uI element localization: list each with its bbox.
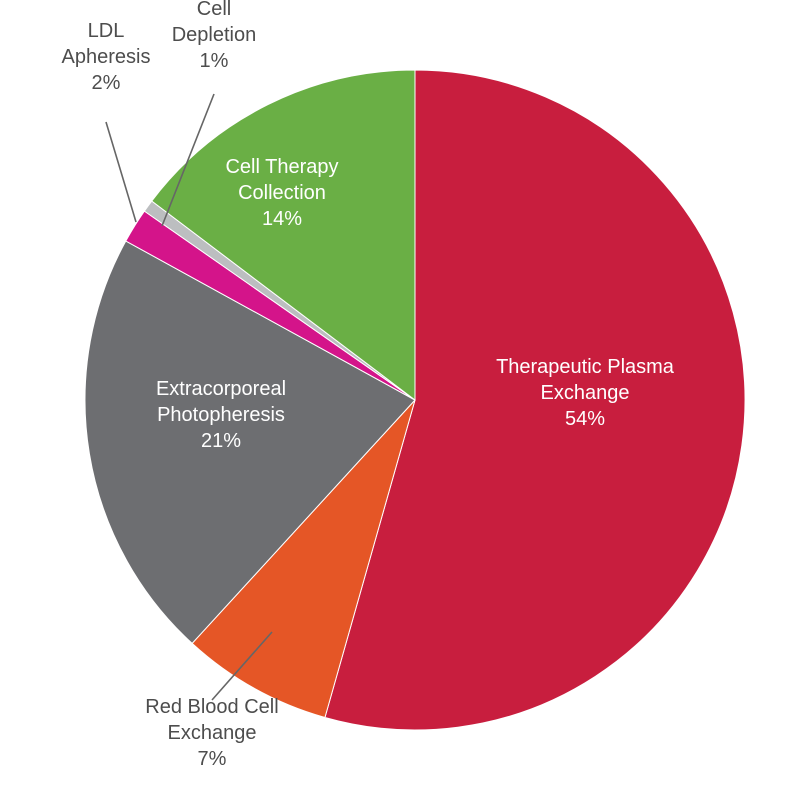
slice-label-0: Therapeutic Plasma Exchange 54% xyxy=(496,356,675,430)
slice-label-4: Cell Depletion 1% xyxy=(172,0,257,72)
slice-percent: 14% xyxy=(262,208,302,230)
pie-slices xyxy=(84,69,746,731)
pie-slice-5 xyxy=(151,69,416,402)
slice-percent: 21% xyxy=(201,430,241,452)
slice-name-line: LDL xyxy=(88,20,125,42)
slice-label-3: LDL Apheresis 2% xyxy=(62,20,151,94)
slice-percent: 1% xyxy=(200,50,229,72)
leader-lines xyxy=(105,93,273,701)
pie-slice-1 xyxy=(191,399,416,719)
slice-name-line: Red Blood Cell xyxy=(145,696,278,718)
slice-percent: 7% xyxy=(198,748,227,770)
slice-name-line: Collection xyxy=(238,182,326,204)
leader-line-1 xyxy=(211,631,273,701)
pie-slice-0 xyxy=(324,69,746,731)
pie-slice-2 xyxy=(84,240,416,645)
slice-name-line: Apheresis xyxy=(62,46,151,68)
slice-labels: Therapeutic Plasma Exchange 54% Red Blood C… xyxy=(62,0,675,770)
slice-name-line: Cell xyxy=(197,0,231,20)
slice-name-line: Depletion xyxy=(172,24,257,46)
slice-name-line: Exchange xyxy=(541,382,630,404)
slice-name-line: Therapeutic Plasma xyxy=(496,356,675,378)
slice-name-line: Photopheresis xyxy=(157,404,285,426)
leader-line-3 xyxy=(105,121,137,223)
slice-label-1: Red Blood Cell Exchange 7% xyxy=(145,696,278,770)
slice-label-5: Cell Therapy Collection 14% xyxy=(225,156,338,230)
slice-percent: 54% xyxy=(565,408,605,430)
slice-name-line: Extracorporeal xyxy=(156,378,286,400)
slice-label-2: Extracorporeal Photopheresis 21% xyxy=(156,378,286,452)
slice-percent: 2% xyxy=(92,72,121,94)
slice-name-line: Exchange xyxy=(168,722,257,744)
slice-name-line: Cell Therapy xyxy=(225,156,338,178)
leader-line-4 xyxy=(161,93,215,227)
